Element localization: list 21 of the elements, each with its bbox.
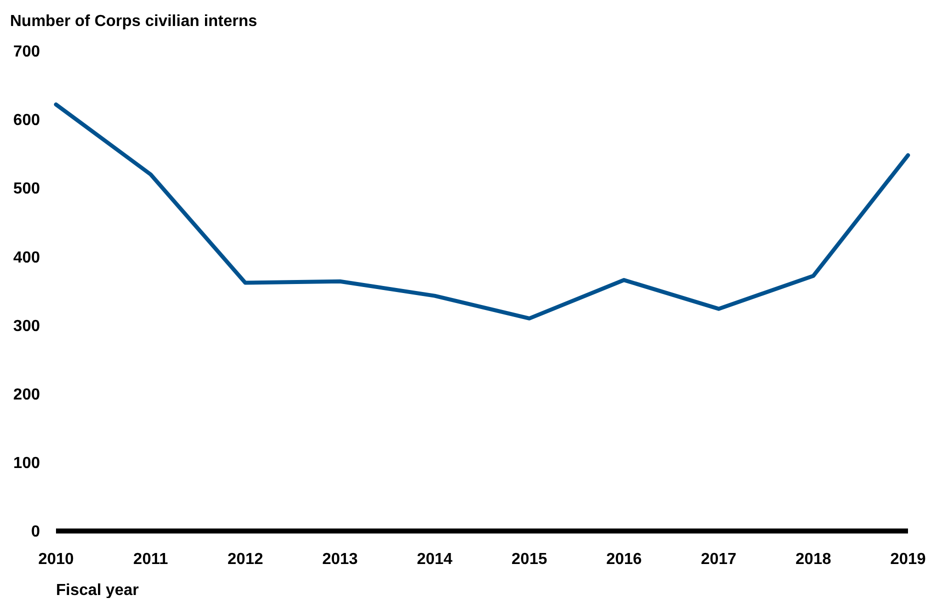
line-series (54, 102, 910, 320)
x-tick-label: 2013 (322, 551, 358, 568)
y-tick-label: 100 (13, 455, 40, 472)
y-tick-label: 200 (13, 386, 40, 404)
y-axis-title: Number of Corps civilian interns (10, 13, 258, 30)
x-tick-label: 2016 (606, 551, 642, 568)
x-tick-label: 2011 (133, 551, 168, 568)
x-tick-label: 2012 (228, 551, 264, 568)
y-tick-label: 500 (13, 180, 40, 198)
y-tick-label: 300 (13, 318, 40, 335)
y-tick-label: 600 (13, 112, 40, 130)
y-tick-label: 400 (13, 249, 40, 266)
x-tick-label: 2017 (700, 551, 737, 568)
x-tick-label: 2019 (890, 551, 926, 568)
x-tick-label: 2010 (38, 551, 74, 568)
y-tick-label: 0 (31, 524, 40, 541)
x-tick-label: 2014 (416, 551, 453, 568)
x-tick-label: 2018 (796, 551, 832, 568)
x-axis-title: Fiscal year (56, 582, 139, 599)
y-tick-label: 700 (13, 44, 40, 61)
x-tick-label: 2015 (512, 551, 548, 568)
